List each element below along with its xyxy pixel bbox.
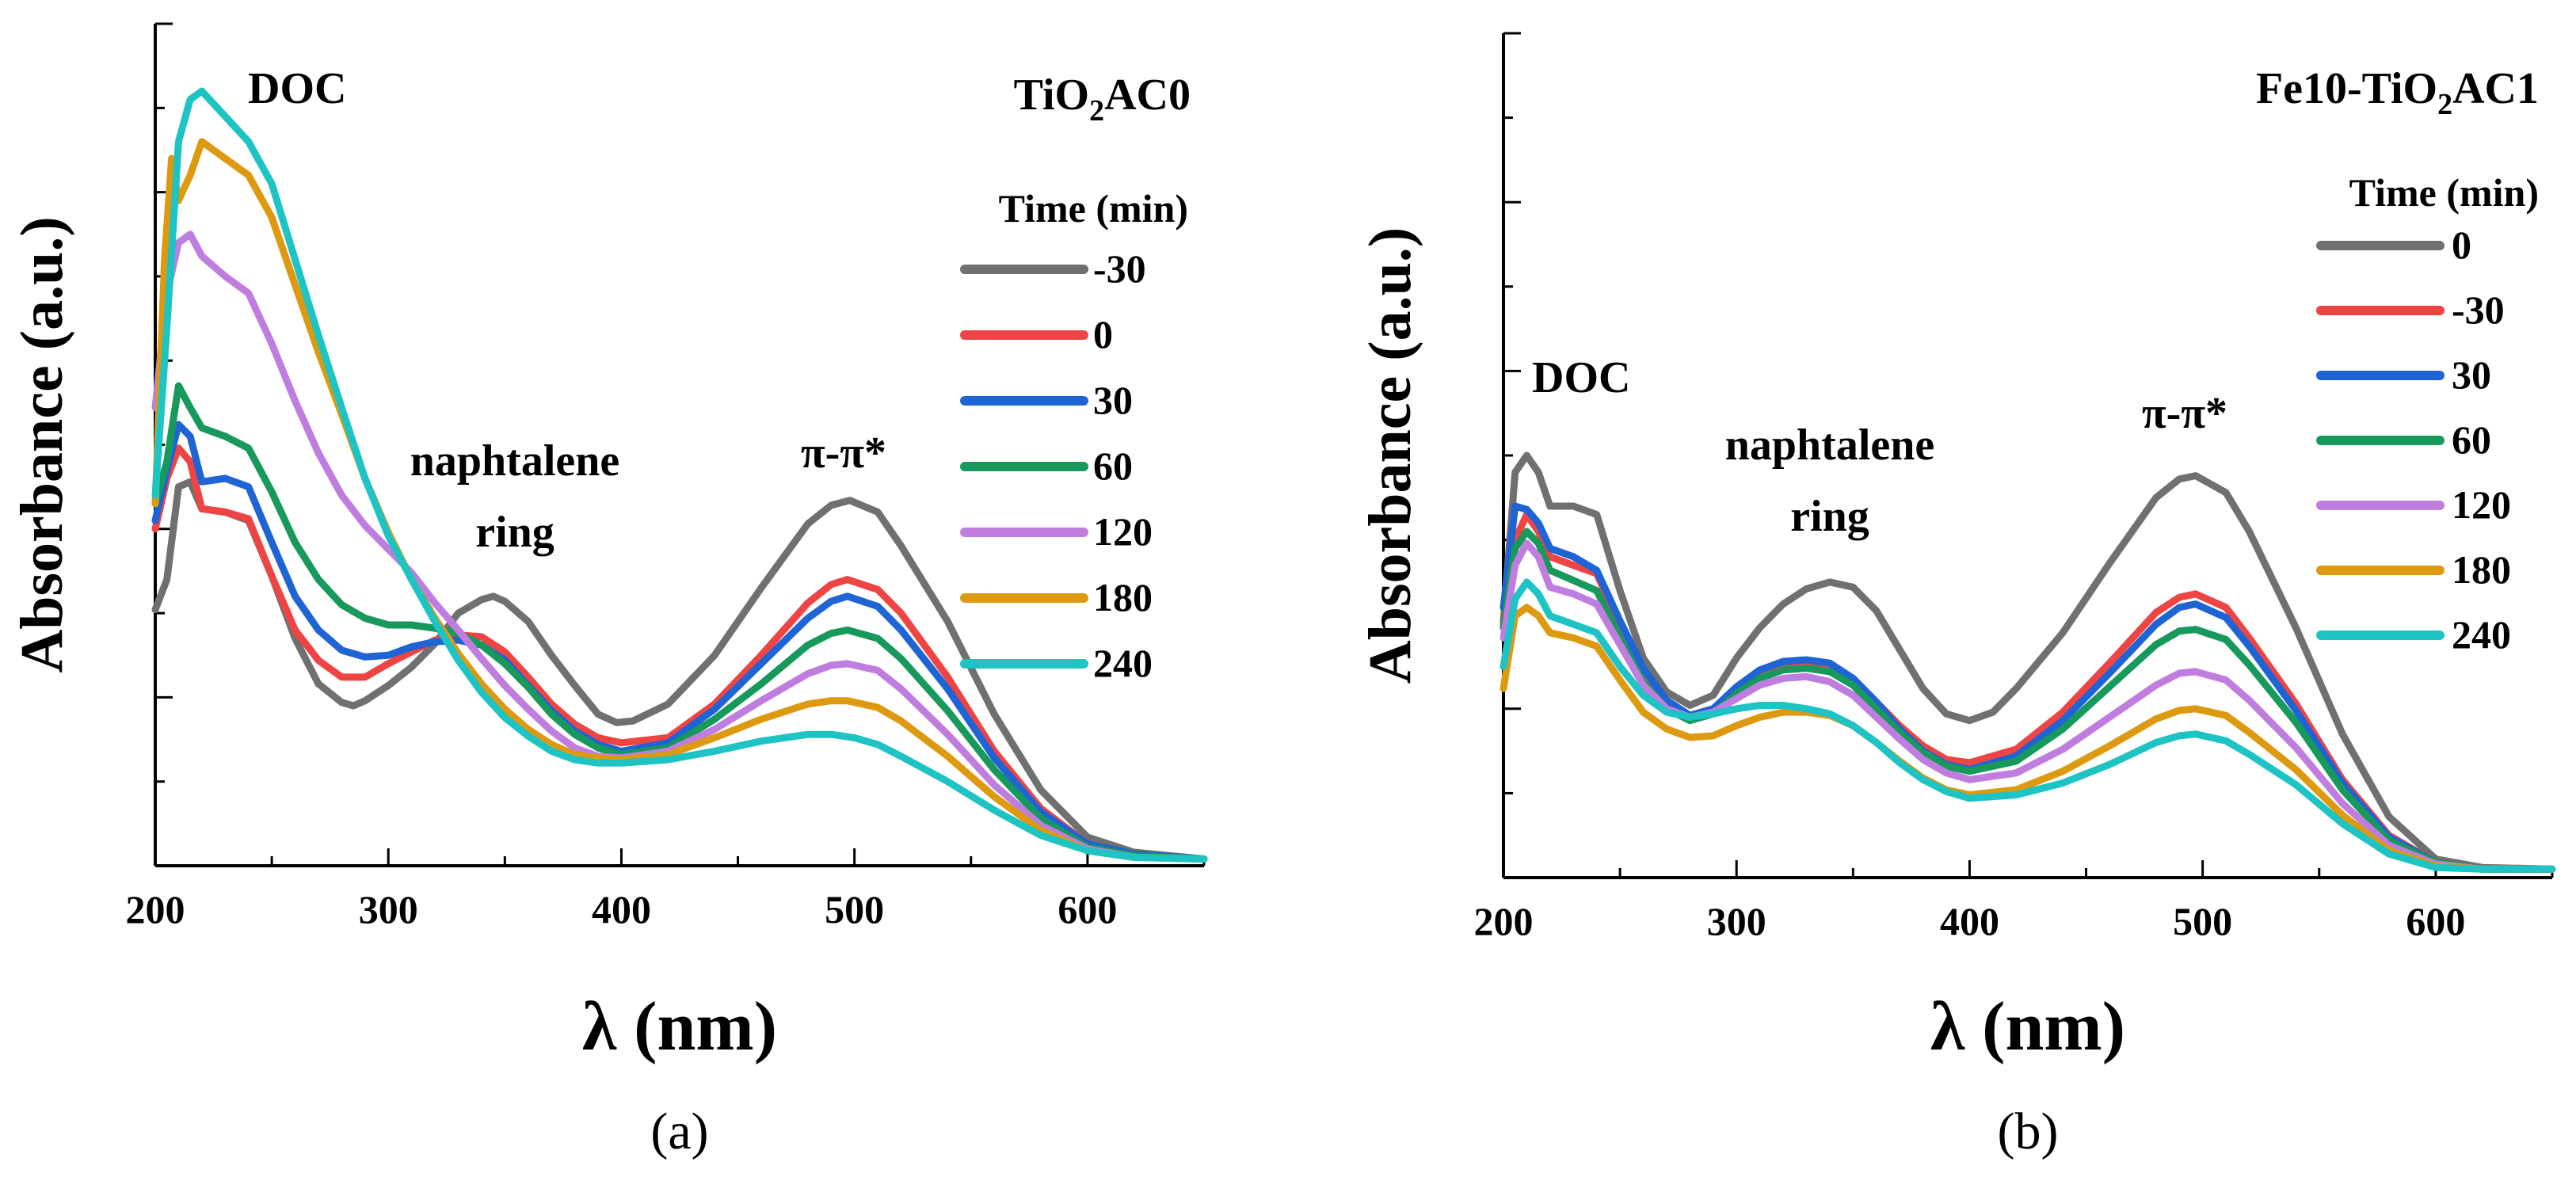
legend-label: 60 [2452,417,2491,462]
annotation-naphtalene: naphtalene [1725,421,1935,470]
x-tick-label: 300 [359,887,418,931]
annotation-doc: DOC [248,64,346,113]
legend-label: -30 [2452,288,2505,332]
sample-label: TiO2AC0 [1014,70,1191,128]
x-axis-title: λ (nm) [582,989,777,1065]
sample-label-main: Fe10-TiO [2256,64,2437,113]
x-axis-title: λ (nm) [1930,989,2125,1065]
x-tick-label: 200 [1474,899,1534,943]
series-line-0 [1499,451,2556,873]
legend-label: 60 [1093,444,1133,488]
sample-label-sub: 2 [1089,94,1104,128]
x-tick-label: 200 [126,887,185,931]
x-tick-label: 500 [825,887,884,931]
legend-label: -30 [1093,246,1146,291]
series-line-120 [151,230,1208,863]
legend-label: 30 [1093,378,1133,422]
legend-title: Time (min) [2349,170,2539,215]
series-line-180 [151,138,1208,863]
legend-label: 240 [2452,612,2511,657]
series-line-120 [1499,539,2556,873]
sample-label-main: TiO [1014,70,1089,120]
series-line-60 [1499,528,2556,873]
legend-label: 120 [2452,482,2511,527]
annotation-ring: ring [1790,492,1869,541]
x-tick-label: 600 [2406,899,2465,943]
x-tick-label: 300 [1707,899,1766,943]
x-tick-label: 600 [1057,887,1117,931]
sample-label-suffix: AC0 [1104,70,1191,120]
annotation-ring: ring [475,508,554,557]
legend: Time (min) 0 -30 30 60 120 180 240 [2316,170,2539,657]
panel-label: (a) [650,1103,708,1160]
panel-label: (b) [1998,1103,2059,1160]
series-line-60 [151,382,1208,863]
legend-label: 0 [2452,223,2471,267]
legend-label: 180 [2452,547,2511,592]
sample-label-suffix: AC1 [2452,64,2539,113]
annotation-pi-pi-star: π-π* [2142,389,2227,438]
series-line-240 [1499,578,2556,873]
sample-label-sub: 2 [2437,88,2452,121]
legend-label: 180 [1093,575,1153,619]
sample-label: Fe10-TiO2AC1 [2256,64,2539,121]
series-line-0 [151,444,1208,863]
x-tick-label: 400 [592,887,651,931]
x-tick-label: 500 [2173,899,2232,943]
legend-label: 30 [2452,352,2491,397]
legend-label: 0 [1093,312,1113,356]
series-line-240 [151,87,1208,863]
annotation-doc: DOC [1532,353,1630,402]
x-tick-label: 400 [1940,899,1999,943]
legend-label: 120 [1093,509,1153,554]
legend: Time (min) -30 0 30 60 120 180 240 [960,186,1188,685]
y-axis-title: Absorbance (a.u.) [1357,227,1423,684]
series-line-30 [1499,502,2556,873]
legend-label: 240 [1093,641,1153,685]
y-axis-title: Absorbance (a.u.) [9,216,75,672]
legend-title: Time (min) [999,186,1188,230]
annotation-naphtalene: naphtalene [410,436,620,486]
annotation-pi-pi-star: π-π* [801,429,886,478]
